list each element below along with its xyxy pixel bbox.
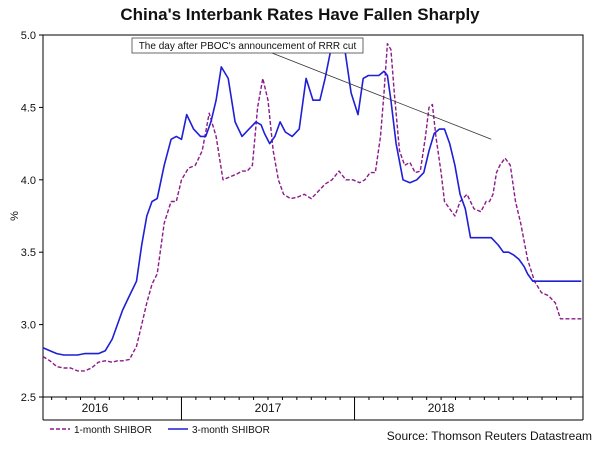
- x-year-label: 2018: [428, 401, 455, 415]
- x-year-label: 2016: [82, 401, 109, 415]
- legend: 1-month SHIBOR 3-month SHIBOR: [50, 425, 270, 436]
- series-line-1: [42, 43, 582, 372]
- y-axis-label: %: [9, 211, 21, 221]
- legend-label-1: 1-month SHIBOR: [74, 425, 152, 436]
- series-line-2: [42, 42, 582, 356]
- y-tick-label: 5.0: [21, 30, 36, 42]
- chart-title: China's Interbank Rates Have Fallen Shar…: [120, 5, 480, 24]
- annotation-text: The day after PBOC's announcement of RRR…: [139, 41, 357, 52]
- legend-label-2: 3-month SHIBOR: [192, 425, 270, 436]
- source-note: Source: Thomson Reuters Datastream: [386, 429, 592, 443]
- y-tick-label: 3.5: [21, 247, 36, 259]
- plot-area: [42, 34, 584, 398]
- y-tick-label: 4.5: [21, 102, 36, 114]
- y-tick-label: 4.0: [21, 175, 36, 187]
- annotation-box: [131, 37, 364, 54]
- series-layer: [42, 42, 582, 372]
- y-tick-label: 2.5: [21, 392, 36, 404]
- y-tick-label: 3.0: [21, 320, 36, 332]
- annotation-layer: The day after PBOC's announcement of RRR…: [131, 37, 492, 140]
- axes: 2.5 3.0 3.5 4.0 4.5 5.0% 2016 2017 2018: [9, 30, 584, 421]
- x-year-label: 2017: [255, 401, 282, 415]
- annotation-leader-line: [271, 52, 492, 140]
